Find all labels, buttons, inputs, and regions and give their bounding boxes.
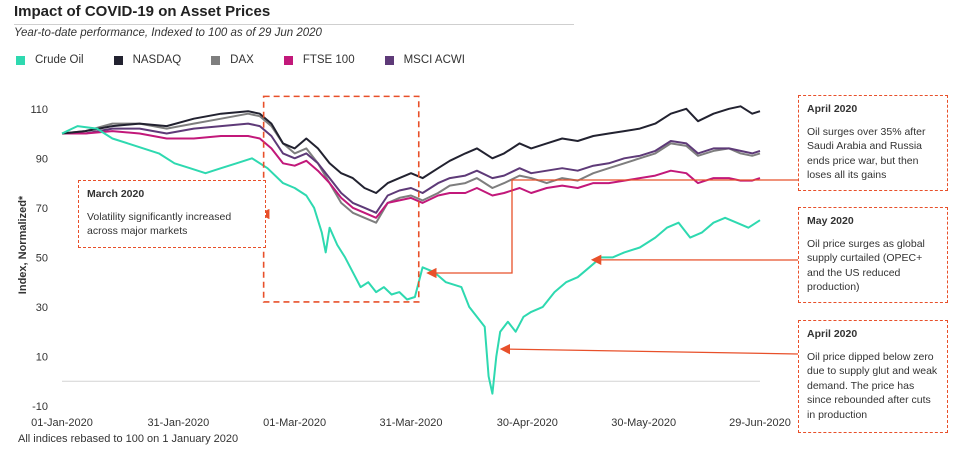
x-tick-label: 01-Jan-2020 bbox=[31, 417, 93, 429]
annotation-text: Oil price surges as global supply curtai… bbox=[807, 237, 925, 294]
annotation-text: Oil surges over 35% after Saudi Arabia a… bbox=[807, 125, 926, 182]
x-tick-label: 29-Jun-2020 bbox=[729, 417, 791, 429]
legend-item-dax[interactable]: DAX bbox=[211, 54, 254, 66]
legend-label-ftse-100: FTSE 100 bbox=[302, 54, 355, 66]
series-line-nasdaq bbox=[61, 105, 761, 194]
page-subtitle: Year-to-date performance, Indexed to 100… bbox=[14, 27, 322, 39]
page-title: Impact of COVID-19 on Asset Prices bbox=[14, 3, 271, 20]
legend-label-crude-oil: Crude Oil bbox=[35, 54, 84, 66]
annotation-title: May 2020 bbox=[807, 215, 854, 227]
legend-swatch-dax bbox=[211, 55, 221, 65]
legend-label-dax: DAX bbox=[230, 54, 254, 66]
series-line-ftse-100 bbox=[62, 130, 761, 219]
annotation-title: April 2020 bbox=[807, 103, 858, 115]
x-tick-label: 30-May-2020 bbox=[611, 417, 676, 429]
legend-swatch-crude-oil bbox=[16, 55, 25, 65]
annotation-connector-below-zero bbox=[499, 343, 799, 355]
y-tick-label: 50 bbox=[36, 252, 48, 264]
legend-swatch-msci-acwi bbox=[384, 55, 394, 65]
legend-label-msci-acwi: MSCI ACWI bbox=[403, 54, 465, 66]
y-tick-label: 30 bbox=[36, 302, 48, 314]
annotation-may-supply-curtailed: May 2020 Oil price surges as global supp… bbox=[798, 207, 948, 303]
y-tick-label: 90 bbox=[36, 153, 48, 165]
series-line-msci-acwi bbox=[62, 122, 761, 214]
annotation-title: April 2020 bbox=[807, 328, 858, 340]
legend-item-ftse-100[interactable]: FTSE 100 bbox=[283, 54, 355, 66]
annotation-april-oil-below-zero: April 2020 Oil price dipped below zero d… bbox=[798, 320, 948, 433]
annotation-text: Volatility significantly increased acros… bbox=[87, 210, 232, 238]
footnote: All indices rebased to 100 on 1 January … bbox=[18, 433, 239, 445]
legend-item-nasdaq[interactable]: NASDAQ bbox=[113, 54, 182, 66]
y-tick-label: 110 bbox=[30, 104, 48, 116]
chart-legend: Crude Oil NASDAQ DAX FTSE 100 MSCI ACWI bbox=[16, 54, 495, 66]
y-tick-label: 10 bbox=[36, 351, 48, 363]
annotation-march-volatility: March 2020 Volatility significantly incr… bbox=[78, 180, 266, 248]
x-tick-label: 31-Mar-2020 bbox=[380, 417, 443, 429]
series-line-dax bbox=[61, 112, 761, 224]
annotation-connector-april-surge bbox=[426, 179, 798, 279]
legend-swatch-nasdaq bbox=[113, 55, 123, 65]
x-tick-label: 01-Mar-2020 bbox=[263, 417, 326, 429]
annotation-title: March 2020 bbox=[87, 188, 145, 200]
annotation-text: Oil price dipped below zero due to suppl… bbox=[807, 350, 938, 421]
annotation-april-oil-surge: April 2020 Oil surges over 35% after Sau… bbox=[798, 95, 948, 191]
legend-swatch-ftse-100 bbox=[283, 55, 293, 65]
x-tick-label: 31-Jan-2020 bbox=[147, 417, 209, 429]
legend-item-crude-oil[interactable]: Crude Oil bbox=[16, 54, 84, 66]
y-tick-label: 70 bbox=[36, 203, 48, 215]
title-divider bbox=[14, 24, 574, 25]
y-tick-label: -10 bbox=[32, 401, 48, 413]
x-tick-label: 30-Apr-2020 bbox=[497, 417, 558, 429]
legend-item-msci-acwi[interactable]: MSCI ACWI bbox=[384, 54, 465, 66]
legend-label-nasdaq: NASDAQ bbox=[132, 54, 182, 66]
y-axis-label: Index, Normalized* bbox=[17, 195, 29, 294]
